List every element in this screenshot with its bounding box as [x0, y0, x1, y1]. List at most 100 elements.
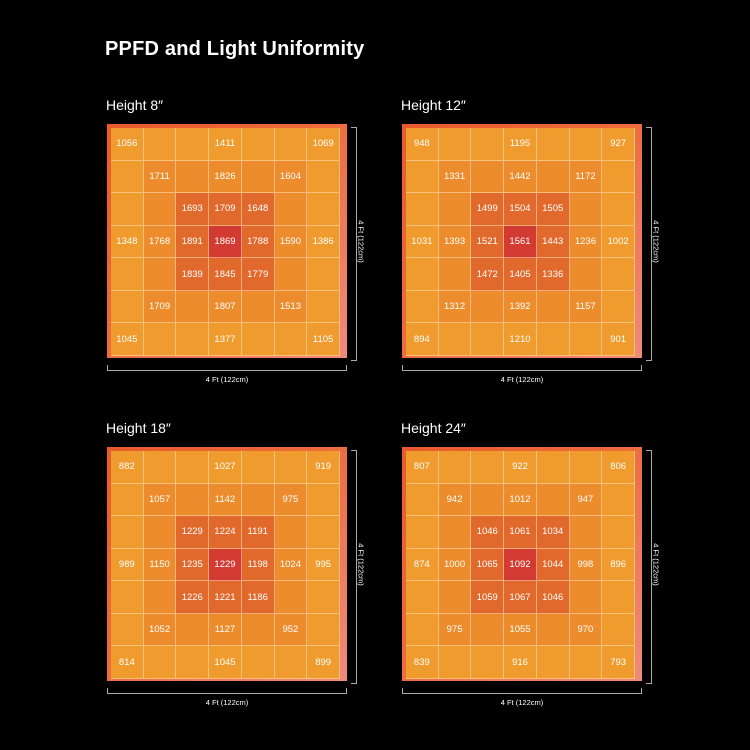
heatmap-cell: 1331	[438, 160, 472, 194]
heatmap-grid: 807 922 806 942 1012 947 1046 1061 1034 874 1000 10…	[406, 451, 635, 679]
heatmap-cell	[438, 258, 472, 291]
heatmap-cell	[176, 483, 210, 517]
heatmap-grid: 1056 1411 1069 1711 1826 1604 1693 1709 1648 1348…	[111, 128, 340, 356]
heatmap-cell: 1590	[274, 225, 308, 259]
heatmap-cell	[241, 646, 275, 679]
heatmap-cell	[307, 613, 340, 647]
heatmap-cell	[111, 613, 144, 647]
heatmap-cell	[406, 613, 439, 647]
width-dimension-label: 4 Ft (122cm)	[205, 375, 249, 384]
heatmap-cell	[143, 258, 177, 291]
heatmap-cell: 1067	[504, 581, 537, 614]
heatmap-cell	[274, 323, 308, 356]
heatmap-cell	[111, 193, 144, 226]
heatmap-cell	[438, 451, 472, 484]
heatmap-cell: 1061	[504, 516, 537, 549]
heatmap-cell: 1044	[536, 548, 570, 582]
heatmap-cell: 1788	[241, 225, 275, 259]
heatmap-cell	[241, 290, 275, 324]
heatmap-cell: 1604	[274, 160, 308, 194]
heatmap-cell: 1186	[241, 581, 275, 614]
heatmap-cell	[602, 290, 635, 324]
heatmap-cell	[471, 323, 505, 356]
width-dimension-line	[402, 365, 642, 371]
heatmap-cell: 1027	[209, 451, 242, 484]
heatmap-cell	[536, 613, 570, 647]
heatmap-cell: 793	[602, 646, 635, 679]
heatmap-cell	[569, 128, 603, 161]
heatmap-cell	[438, 323, 472, 356]
heatmap-cell	[438, 581, 472, 614]
heatmap-cell: 1157	[569, 290, 603, 324]
depth-dimension-label: 4 Ft (122cm)	[651, 543, 661, 586]
heatmap-cell: 1127	[209, 613, 242, 647]
heatmap-cell: 916	[504, 646, 537, 679]
heatmap-cell	[111, 483, 144, 517]
heatmap-cell: 1393	[438, 225, 472, 259]
heatmap-cell: 942	[438, 483, 472, 517]
heatmap-cell: 1224	[209, 516, 242, 549]
heatmap-cell	[438, 128, 472, 161]
heatmap-cell: 1031	[406, 225, 439, 259]
heatmap-cell: 1711	[143, 160, 177, 194]
heatmap-cell	[307, 581, 340, 614]
heatmap-cell	[536, 323, 570, 356]
heatmap-cell	[143, 516, 177, 549]
heatmap-cell	[176, 451, 210, 484]
heatmap-cell	[569, 323, 603, 356]
heatmap-panel-height-18: Height 18″ 882 1027 919 1057 1142 975 1229 1224…	[105, 420, 366, 707]
heatmap-cell	[536, 646, 570, 679]
heatmap-cell: 1386	[307, 225, 340, 259]
heatmap-cell	[307, 483, 340, 517]
heatmap-cell: 882	[111, 451, 144, 484]
heatmap-cell: 970	[569, 613, 603, 647]
heatmap-cell: 1056	[111, 128, 144, 161]
heatmap-cell	[176, 128, 210, 161]
width-dimension-line	[402, 688, 642, 694]
heatmap-cell: 1513	[274, 290, 308, 324]
heatmap-cell: 1521	[471, 225, 505, 259]
heatmap-cell	[471, 646, 505, 679]
heatmap-cell	[307, 290, 340, 324]
heatmap-cell	[569, 258, 603, 291]
width-dimension-label: 4 Ft (122cm)	[500, 698, 544, 707]
heatmap-cell: 1561	[504, 225, 537, 259]
heatmap-panel-height-8: Height 8″ 1056 1411 1069 1711 1826 1604 1693 17…	[105, 97, 366, 384]
depth-dimension-line	[351, 450, 357, 684]
panel-title: Height 8″	[106, 97, 164, 113]
heatmap-cell	[471, 128, 505, 161]
heatmap-cell	[602, 193, 635, 226]
heatmap-cell	[307, 193, 340, 226]
heatmap-cell: 1235	[176, 548, 210, 582]
heatmap-cell	[569, 193, 603, 226]
heatmap-cell: 1034	[536, 516, 570, 549]
heatmap-cell: 1069	[307, 128, 340, 161]
heatmap-cell	[241, 483, 275, 517]
heatmap-cell	[274, 646, 308, 679]
heatmap-cell: 1105	[307, 323, 340, 356]
heatmap-cell: 1845	[209, 258, 242, 291]
heatmap-cell	[569, 516, 603, 549]
heatmap-cell: 919	[307, 451, 340, 484]
heatmap-cell: 1045	[111, 323, 144, 356]
heatmap-cell: 1057	[143, 483, 177, 517]
heatmap-cell	[111, 290, 144, 324]
heatmap-cell	[602, 613, 635, 647]
heatmap-cell: 1392	[504, 290, 537, 324]
heatmap-cell: 1348	[111, 225, 144, 259]
heatmap-cell	[438, 193, 472, 226]
heatmap-cell: 1505	[536, 193, 570, 226]
heatmap-cell: 1002	[602, 225, 635, 259]
heatmap-cell	[307, 160, 340, 194]
depth-dimension-line	[646, 450, 652, 684]
heatmap-cell: 1055	[504, 613, 537, 647]
heatmap-cell: 1826	[209, 160, 242, 194]
heatmap-cell	[143, 646, 177, 679]
heatmap-cell: 1221	[209, 581, 242, 614]
heatmap-frame: 882 1027 919 1057 1142 975 1229 1224 1191 989 1150…	[107, 447, 347, 681]
heatmap-cell: 1052	[143, 613, 177, 647]
heatmap-cell: 1869	[209, 225, 242, 259]
heatmap-cell: 998	[569, 548, 603, 582]
heatmap-cell	[111, 516, 144, 549]
heatmap-cell	[274, 128, 308, 161]
